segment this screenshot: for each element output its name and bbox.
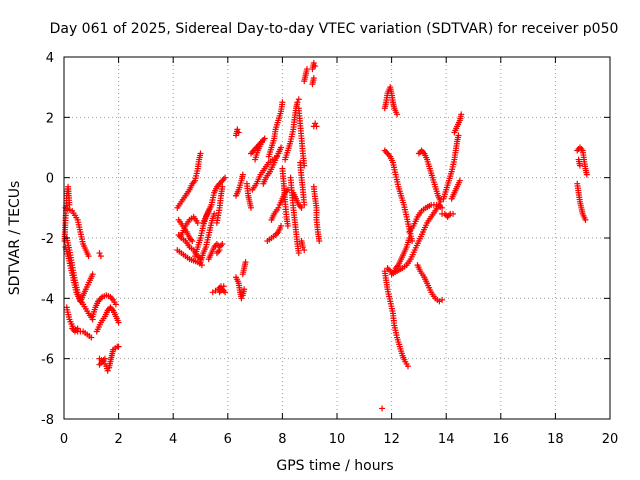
data-point-marker — [455, 132, 462, 139]
data-point-marker — [242, 259, 249, 266]
y-tick-label: -4 — [41, 292, 54, 307]
data-point-marker — [219, 183, 226, 190]
x-tick-label: 10 — [329, 432, 346, 447]
data-point-marker — [194, 219, 201, 226]
y-tick-label: 4 — [46, 51, 54, 66]
data-point-marker — [439, 204, 446, 211]
data-point-marker — [456, 177, 463, 184]
data-point-marker — [189, 238, 196, 245]
data-point-marker — [89, 271, 96, 278]
data-point-marker — [576, 162, 583, 169]
x-tick-label: 6 — [224, 432, 232, 447]
data-point-marker — [216, 247, 223, 254]
data-point-marker — [284, 222, 291, 229]
data-point-marker — [112, 301, 119, 308]
data-point-marker — [437, 198, 444, 205]
data-point-marker — [241, 286, 248, 293]
data-point-marker — [101, 355, 108, 362]
data-point-marker — [301, 201, 308, 208]
data-point-marker — [450, 210, 457, 217]
data-point-marker — [104, 367, 111, 374]
data-point-marker — [198, 262, 205, 269]
data-point-marker — [239, 171, 246, 178]
data-point-marker — [97, 253, 104, 260]
data-point-marker — [278, 222, 285, 229]
x-tick-label: 4 — [169, 432, 177, 447]
data-point-marker — [279, 99, 286, 106]
x-tick-labels: 0 2 4 6 8 10 12 14 16 18 20 — [60, 432, 618, 447]
x-tick-label: 16 — [493, 432, 510, 447]
data-point-marker — [222, 289, 229, 296]
y-axis-label: SDTVAR / TECUs — [7, 181, 23, 296]
data-point-marker — [222, 174, 229, 181]
y-tick-label: -2 — [41, 232, 54, 247]
data-point-marker — [260, 136, 267, 143]
data-point-marker — [310, 75, 317, 82]
axis-ticks — [63, 56, 611, 420]
x-tick-label: 18 — [547, 432, 564, 447]
data-point-marker — [115, 343, 122, 350]
data-point-marker — [312, 120, 319, 127]
data-point-marker — [404, 363, 411, 370]
data-point-marker — [582, 216, 589, 223]
data-point-marker — [295, 96, 302, 103]
data-points — [61, 60, 590, 412]
data-point-marker — [295, 250, 302, 257]
grid-lines — [64, 57, 610, 419]
data-point-marker — [583, 171, 590, 178]
data-point-marker — [294, 99, 301, 106]
data-point-marker — [219, 241, 226, 248]
data-point-marker — [458, 111, 465, 118]
data-point-marker — [96, 250, 103, 257]
data-point-marker — [298, 204, 305, 211]
data-point-marker — [275, 204, 282, 211]
data-point-marker — [394, 111, 401, 118]
data-point-marker — [310, 60, 317, 67]
data-point-marker — [299, 244, 306, 251]
x-tick-label: 2 — [114, 432, 122, 447]
data-point-marker — [238, 295, 245, 302]
data-point-marker — [409, 238, 416, 245]
data-point-marker — [235, 129, 242, 136]
data-point-marker — [234, 126, 241, 133]
chart-title: Day 061 of 2025, Sidereal Day-to-day VTE… — [50, 21, 619, 37]
data-point-marker — [248, 204, 255, 211]
x-tick-label: 8 — [278, 432, 286, 447]
data-point-marker — [74, 325, 81, 332]
data-point-marker — [303, 66, 310, 73]
data-point-marker — [379, 405, 386, 412]
y-tick-label: -8 — [41, 413, 54, 428]
data-point-marker — [115, 319, 122, 326]
y-tick-label: -6 — [41, 353, 54, 368]
x-tick-label: 0 — [60, 432, 68, 447]
data-point-marker — [278, 144, 285, 151]
y-tick-label: 2 — [46, 111, 54, 126]
x-tick-label: 12 — [383, 432, 400, 447]
data-point-marker — [313, 123, 320, 130]
y-tick-labels: -8 -6 -4 -2 0 2 4 — [41, 51, 54, 428]
data-point-marker — [88, 334, 95, 341]
x-axis-label: GPS time / hours — [276, 458, 393, 474]
y-tick-label: 0 — [46, 172, 54, 187]
data-point-marker — [301, 247, 308, 254]
data-point-marker — [85, 253, 92, 260]
data-point-marker — [66, 201, 73, 208]
x-tick-label: 14 — [438, 432, 455, 447]
data-point-marker — [406, 235, 413, 241]
data-point-marker — [439, 296, 446, 303]
x-tick-label: 20 — [602, 432, 619, 447]
data-point-marker — [316, 238, 323, 245]
data-point-marker — [312, 63, 319, 70]
data-point-marker — [211, 210, 218, 217]
data-point-marker — [197, 150, 204, 157]
